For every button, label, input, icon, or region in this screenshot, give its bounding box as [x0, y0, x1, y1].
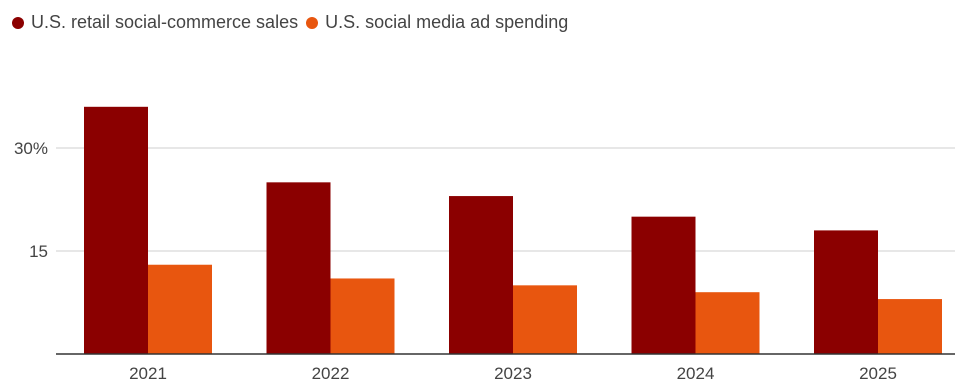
bar-2023-ad-spending: [513, 285, 577, 354]
bar-2025-ad-spending: [878, 299, 942, 354]
x-tick-label-2024: 2024: [677, 364, 715, 383]
legend-item-social-media-ad-spending: U.S. social media ad spending: [306, 12, 568, 33]
bar-2025-retail: [814, 230, 878, 354]
x-tick-label-2021: 2021: [129, 364, 167, 383]
legend-label-ad-spending: U.S. social media ad spending: [325, 12, 569, 32]
bar-2024-retail: [631, 216, 696, 354]
bar-2024-ad-spending: [695, 292, 760, 354]
y-tick-label-30: 30%: [14, 139, 48, 158]
bar-2023-retail: [449, 196, 513, 354]
bar-2022-retail: [266, 182, 331, 354]
legend-item-retail-social-commerce-sales: U.S. retail social-commerce sales: [12, 12, 298, 33]
legend-label-retail: U.S. retail social-commerce sales: [31, 12, 299, 32]
bar-2022-ad-spending: [330, 278, 395, 354]
bar-2021-ad-spending: [148, 264, 212, 354]
x-tick-label-2023: 2023: [494, 364, 532, 383]
x-tick-label-2025: 2025: [859, 364, 897, 383]
legend-marker-ad-spending: [306, 16, 319, 29]
x-tick-label-2022: 2022: [312, 364, 350, 383]
bar-2021-retail: [84, 106, 148, 354]
y-tick-label-15: 15: [29, 242, 48, 261]
legend-marker-retail: [12, 16, 24, 29]
legend: U.S. retail social-commerce sales U.S. s…: [12, 12, 576, 33]
